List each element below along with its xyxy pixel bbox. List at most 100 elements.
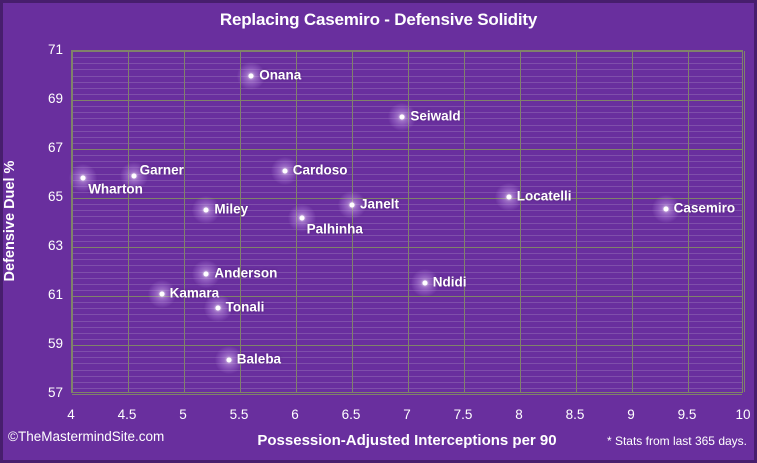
- y-minor-gridline: [72, 338, 742, 340]
- y-minor-gridline: [72, 314, 742, 316]
- data-point-marker: [299, 215, 305, 221]
- y-axis-title: Defensive Duel %: [2, 160, 18, 282]
- y-minor-gridline: [72, 253, 742, 255]
- x-major-gridline: [184, 51, 185, 392]
- y-tick-label: 71: [47, 42, 63, 57]
- x-tick-label: 7: [403, 407, 411, 422]
- y-minor-gridline: [72, 375, 742, 377]
- x-tick-label: 8.5: [565, 407, 585, 422]
- data-point-label: Janelt: [360, 196, 400, 212]
- y-minor-gridline: [72, 345, 742, 346]
- y-tick-label: 63: [47, 238, 63, 253]
- data-point-label: Anderson: [214, 265, 278, 281]
- x-tick-label: 4: [67, 407, 75, 422]
- data-point-marker: [282, 168, 288, 174]
- y-tick-label: 65: [47, 189, 63, 204]
- y-minor-gridline: [72, 381, 742, 383]
- x-major-gridline: [688, 51, 689, 392]
- y-minor-gridline: [72, 112, 742, 114]
- data-point-label: Tonali: [225, 299, 265, 315]
- x-major-gridline: [296, 51, 297, 392]
- data-point-label: Cardoso: [292, 162, 348, 178]
- y-minor-gridline: [72, 320, 742, 322]
- y-minor-gridline: [72, 81, 742, 83]
- y-minor-gridline: [72, 265, 742, 267]
- x-tick-label: 6: [291, 407, 299, 422]
- y-major-gridline: [72, 345, 742, 346]
- y-minor-gridline: [72, 357, 742, 359]
- x-axis-title: Possession-Adjusted Interceptions per 90: [257, 432, 557, 449]
- stats-footnote: * Stats from last 365 days.: [606, 434, 747, 448]
- y-minor-gridline: [72, 228, 742, 230]
- y-minor-gridline: [72, 351, 742, 353]
- y-tick-label: 57: [47, 385, 63, 400]
- y-minor-gridline: [72, 216, 742, 218]
- y-minor-gridline: [72, 363, 742, 365]
- data-point-marker: [349, 202, 355, 208]
- y-minor-gridline: [72, 136, 742, 138]
- x-major-gridline: [520, 51, 521, 392]
- y-minor-gridline: [72, 185, 742, 187]
- data-point-marker: [215, 305, 221, 311]
- data-point-marker: [203, 271, 209, 277]
- data-point-label: Kamara: [169, 285, 220, 301]
- x-major-gridline: [240, 51, 241, 392]
- x-major-gridline: [72, 51, 73, 392]
- y-minor-gridline: [72, 57, 742, 59]
- x-major-gridline: [576, 51, 577, 392]
- data-point-label: Seiwald: [410, 108, 461, 124]
- data-point-label: Casemiro: [673, 200, 736, 216]
- y-tick-label: 67: [47, 140, 63, 155]
- y-minor-gridline: [72, 234, 742, 236]
- y-minor-gridline: [72, 204, 742, 206]
- y-minor-gridline: [72, 69, 742, 71]
- x-major-gridline: [632, 51, 633, 392]
- data-point-marker: [399, 114, 405, 120]
- x-major-gridline: [464, 51, 465, 392]
- y-major-gridline: [72, 198, 742, 199]
- plot-area: Onana Seiwald Garner Wharton Cardoso Miley Loc…: [69, 50, 745, 395]
- data-point-marker: [203, 207, 209, 213]
- y-tick-label: 69: [47, 91, 63, 106]
- x-tick-label: 7.5: [453, 407, 473, 422]
- data-point-marker: [506, 194, 512, 200]
- y-minor-gridline: [72, 130, 742, 132]
- y-major-gridline: [72, 51, 742, 52]
- y-minor-gridline: [72, 222, 742, 224]
- y-minor-gridline: [72, 93, 742, 95]
- y-minor-gridline: [72, 369, 742, 371]
- y-minor-gridline: [72, 387, 742, 389]
- data-point-label: Garner: [139, 162, 184, 178]
- x-tick-label: 5.5: [229, 407, 249, 422]
- y-minor-gridline: [72, 308, 742, 310]
- y-minor-gridline: [72, 277, 742, 279]
- y-minor-gridline: [72, 326, 742, 328]
- y-minor-gridline: [72, 75, 742, 77]
- data-point-label: Locatelli: [516, 188, 572, 204]
- data-point-marker: [159, 291, 165, 297]
- y-minor-gridline: [72, 302, 742, 304]
- y-minor-gridline: [72, 198, 742, 199]
- y-minor-gridline: [72, 247, 742, 248]
- data-point-label: Wharton: [88, 181, 143, 197]
- y-minor-gridline: [72, 332, 742, 334]
- y-minor-gridline: [72, 210, 742, 212]
- x-major-gridline: [128, 51, 129, 392]
- data-point-marker: [80, 175, 86, 181]
- data-point-marker: [226, 357, 232, 363]
- data-point-marker: [131, 173, 137, 179]
- data-point-label: Miley: [214, 201, 249, 217]
- data-point-label: Ndidi: [432, 274, 467, 290]
- data-point-label: Baleba: [236, 351, 282, 367]
- x-tick-label: 9: [627, 407, 635, 422]
- y-minor-gridline: [72, 271, 742, 273]
- y-minor-gridline: [72, 106, 742, 108]
- x-tick-label: 6.5: [341, 407, 361, 422]
- data-point-label: Onana: [259, 67, 302, 82]
- y-minor-gridline: [72, 179, 742, 181]
- x-major-gridline: [408, 51, 409, 392]
- y-minor-gridline: [72, 100, 742, 101]
- y-major-gridline: [72, 394, 742, 395]
- chart-title: Replacing Casemiro - Defensive Solidity: [219, 10, 538, 29]
